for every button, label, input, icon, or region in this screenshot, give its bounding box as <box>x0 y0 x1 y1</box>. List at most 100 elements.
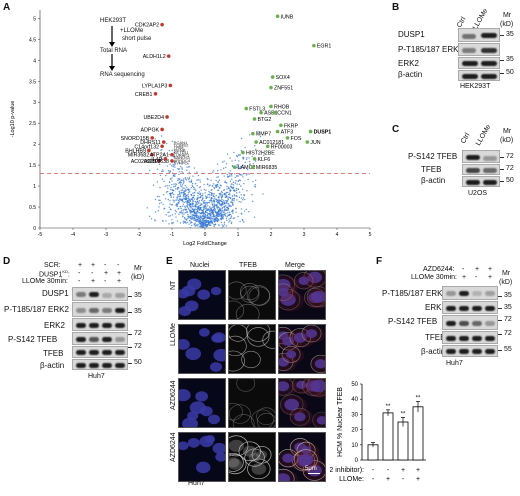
marker-b-50: 50 <box>506 69 514 76</box>
gene-point <box>254 140 258 144</box>
micrograph <box>228 270 276 320</box>
significance-mark: ** <box>401 411 406 417</box>
condition-sign: - <box>78 270 81 277</box>
condition-sign: - <box>449 266 452 273</box>
blot-f-perk2 <box>442 286 498 300</box>
bar-y-tick-label: 0 <box>355 458 359 464</box>
gene-label: IUNB <box>281 14 294 20</box>
blot-d-ptfeb <box>72 332 128 345</box>
gene-label: UBE2D4 <box>143 115 164 121</box>
blot-d-tfeb <box>72 346 128 358</box>
row-f-erk2: ERK2 <box>425 303 446 312</box>
marker-f-35b: 35 <box>504 304 512 311</box>
gene-label: ALDH1L2 <box>143 54 166 60</box>
condition-sign: + <box>488 274 493 281</box>
condition-sign: - <box>475 274 478 281</box>
blot-f-erk2 <box>442 301 498 314</box>
row-f-actin: β-actin <box>421 347 446 356</box>
gene-label: AC018638 <box>144 159 169 165</box>
panel-label-e: E <box>166 256 173 267</box>
gene-point <box>270 75 275 79</box>
ns-points <box>146 130 265 229</box>
marker-f-35a: 35 <box>504 292 512 299</box>
cell-b: HEK293T <box>460 83 491 90</box>
gene-label-small: ARRDC4 <box>174 158 191 163</box>
workflow-step-rna: Total RNA <box>100 48 128 54</box>
mr-f: Mr <box>502 270 511 277</box>
bar-condition-label: LLOMe: <box>339 476 364 483</box>
panel-label-c: C <box>392 124 400 135</box>
col-merge: Merge <box>285 262 305 269</box>
x-tick-label: -3 <box>104 232 109 238</box>
micrograph <box>228 324 276 374</box>
gene-label: FSTL3 <box>249 107 265 113</box>
gene-label: SNORD15B <box>121 136 150 142</box>
condition-sign: - <box>104 262 107 269</box>
gene-point <box>312 43 316 48</box>
row-actin: β-actin <box>398 70 423 79</box>
gene-label: HIST2H2BE <box>246 151 275 157</box>
cell-d: Huh7 <box>88 373 105 380</box>
y-tick-label: 0.5 <box>29 205 36 211</box>
gene-label: EGR1 <box>317 44 331 50</box>
gene-point <box>165 115 169 119</box>
mr-d: Mr <box>134 265 143 272</box>
row-f-tfeb: TFEB <box>425 333 446 342</box>
gene-label: JUN <box>310 140 320 146</box>
workflow-step-seq: RNA sequencing <box>100 72 145 78</box>
row-dusp1: DUSP1 <box>398 30 425 39</box>
marker-d-50: 50 <box>134 359 142 366</box>
row-d-ptfeb: P-S142 TFEB <box>8 335 58 344</box>
micrograph <box>278 270 326 320</box>
condition-sign: - <box>462 266 465 273</box>
gene-point <box>285 136 290 140</box>
micrograph <box>178 324 226 374</box>
gene-label-small: RCAN1 <box>174 140 188 145</box>
gene-point <box>252 117 257 121</box>
gene-point <box>170 159 174 163</box>
marker-f-55: 55 <box>504 346 512 353</box>
y-axis-label: -Log10 p-value <box>10 101 16 138</box>
row-c-ptfeb: P-S142 TFEB <box>408 152 458 161</box>
panel-label-a: A <box>3 2 11 13</box>
gene-label-small: SYNPO <box>174 160 188 165</box>
blot-b-erk2 <box>458 57 500 69</box>
gene-label: CCN1 <box>277 111 291 117</box>
bar <box>412 406 424 461</box>
gene-label: IL4R <box>151 157 162 163</box>
gene-label: RHOB <box>274 104 290 110</box>
row-d-erk2: ERK2 <box>44 321 65 330</box>
y-tick-label: 5 <box>33 16 36 22</box>
gene-point <box>269 85 273 90</box>
marker-d-72a: 72 <box>134 330 142 337</box>
gene-label-small: TCIMS2 <box>174 143 189 148</box>
blot-f-tfeb <box>442 331 498 344</box>
gene-point <box>244 106 249 111</box>
y-tick-label: 2 <box>33 142 36 148</box>
marker-c-72b: 72 <box>506 165 514 172</box>
gene-label: AC020909 <box>131 159 156 165</box>
gene-point <box>166 54 171 58</box>
col-c-ctrl: Ctrl <box>459 132 472 145</box>
marker-b-35a: 35 <box>506 31 514 38</box>
row-f-ptfeb: P-S142 TFEB <box>388 317 438 326</box>
cond-llome: LLOMe 30min: <box>22 278 68 285</box>
bar-y-tick-label: 40 <box>351 397 358 403</box>
kd-f: (kD) <box>499 279 513 286</box>
bar-condition-sign: + <box>416 467 420 474</box>
bar-condition-sign: + <box>401 467 405 474</box>
y-tick-label: 2.5 <box>29 121 36 127</box>
gene-label: CDK2AP2 <box>135 23 159 29</box>
cond-azd: AZD6244: <box>423 266 455 273</box>
gene-label: AC012181 <box>259 140 284 146</box>
micrograph <box>178 378 226 428</box>
blot-b-dusp1 <box>458 28 500 42</box>
y-tick-label: 3.5 <box>29 79 36 85</box>
bar-condition-sign: - <box>387 467 390 474</box>
micrograph <box>178 270 226 320</box>
gene-label: ASB1 <box>264 111 278 117</box>
x-tick-label: 2 <box>270 232 273 238</box>
blot-b-perk2 <box>458 43 500 56</box>
bar-condition-sign: - <box>402 476 405 483</box>
condition-sign: - <box>449 274 452 281</box>
